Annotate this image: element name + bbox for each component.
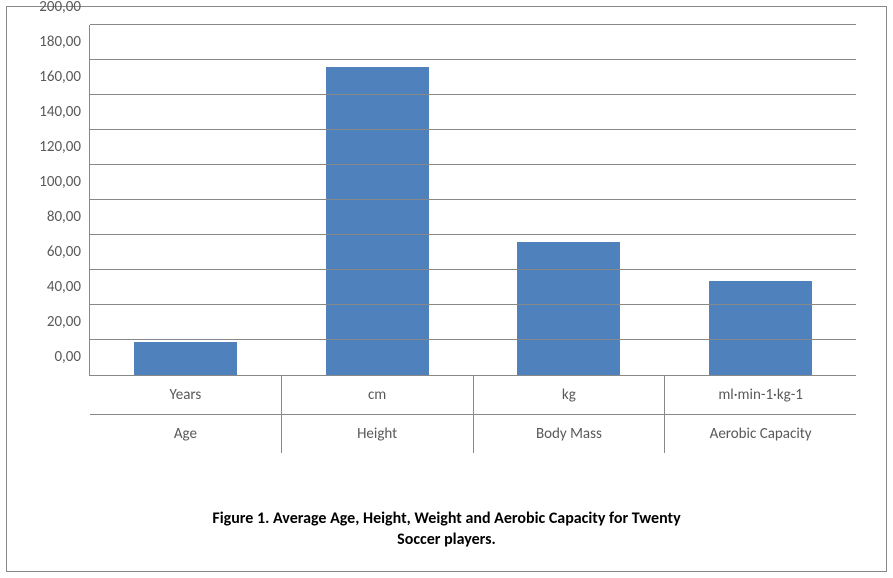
gridline xyxy=(90,304,856,305)
y-tick-label: 120,00 xyxy=(39,138,81,156)
x-category-label: Age xyxy=(90,415,281,453)
bar-cell xyxy=(665,25,857,375)
bar xyxy=(709,281,812,376)
x-category-label: Aerobic Capacity xyxy=(665,415,856,453)
canvas: 0,00 20,00 40,00 60,00 80,00 100,00 120,00 140,… xyxy=(0,0,893,578)
chart-frame: 0,00 20,00 40,00 60,00 80,00 100,00 120,00 140,… xyxy=(6,6,887,572)
bar xyxy=(134,342,237,375)
gridline xyxy=(90,129,856,130)
caption-line1: Figure 1. Average Age, Height, Weight an… xyxy=(212,509,680,528)
y-tick-label: 180,00 xyxy=(39,33,81,51)
x-axis-cell: kgBody Mass xyxy=(474,376,666,453)
gridline xyxy=(90,269,856,270)
x-axis: YearsAgecmHeightkgBody Massml·min-1·kg-1… xyxy=(89,376,856,453)
gridline xyxy=(90,234,856,235)
bar-cell xyxy=(473,25,665,375)
x-axis-cell: ml·min-1·kg-1Aerobic Capacity xyxy=(665,376,856,453)
bar xyxy=(326,67,429,375)
y-tick-label: 200,00 xyxy=(39,0,81,16)
x-category-label: Height xyxy=(282,415,473,453)
plot-area xyxy=(89,25,856,376)
gridline xyxy=(90,24,856,25)
bar xyxy=(517,242,620,375)
gridline xyxy=(90,94,856,95)
y-tick-label: 140,00 xyxy=(39,103,81,121)
x-category-label: Body Mass xyxy=(474,415,665,453)
bars-layer xyxy=(90,25,856,375)
y-tick-label: 40,00 xyxy=(47,278,81,296)
x-unit-label: cm xyxy=(282,376,473,415)
gridline xyxy=(90,199,856,200)
bar-cell xyxy=(90,25,282,375)
x-unit-label: kg xyxy=(474,376,665,415)
y-tick-label: 100,00 xyxy=(39,173,81,191)
caption-line2: Soccer players. xyxy=(397,530,496,549)
y-tick-label: 20,00 xyxy=(47,313,81,331)
plot-wrap: 0,00 20,00 40,00 60,00 80,00 100,00 120,00 140,… xyxy=(7,7,886,497)
gridline xyxy=(90,164,856,165)
plot-and-x: YearsAgecmHeightkgBody Massml·min-1·kg-1… xyxy=(89,25,856,497)
y-tick-label: 0,00 xyxy=(54,348,81,366)
x-unit-label: Years xyxy=(90,376,281,415)
x-axis-cell: cmHeight xyxy=(282,376,474,453)
x-unit-label: ml·min-1·kg-1 xyxy=(665,376,856,415)
x-axis-cell: YearsAge xyxy=(90,376,282,453)
y-axis: 0,00 20,00 40,00 60,00 80,00 100,00 120,00 140,… xyxy=(17,25,89,375)
figure-caption: Figure 1. Average Age, Height, Weight an… xyxy=(7,497,886,571)
y-tick-label: 80,00 xyxy=(47,208,81,226)
gridline xyxy=(90,339,856,340)
bar-cell xyxy=(282,25,474,375)
y-tick-label: 60,00 xyxy=(47,243,81,261)
y-tick-label: 160,00 xyxy=(39,68,81,86)
gridline xyxy=(90,59,856,60)
